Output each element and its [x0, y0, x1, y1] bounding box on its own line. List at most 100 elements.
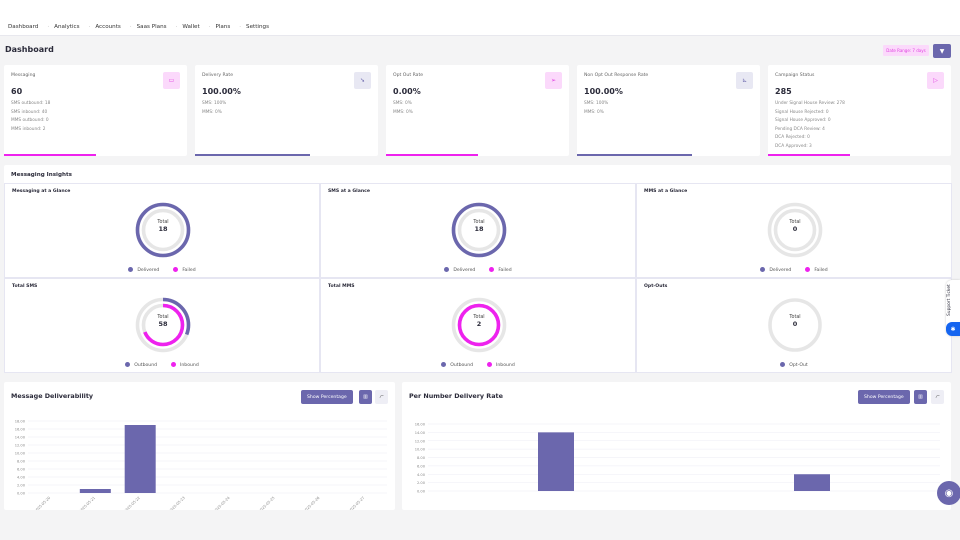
messaging-insights-panel: Messaging Insights Messaging at a Glance… — [4, 165, 952, 373]
legend-item[interactable]: Failed — [805, 267, 828, 273]
line-chart-icon: ⦧ — [379, 394, 384, 400]
card-progress-bar — [4, 154, 96, 156]
bar[interactable] — [538, 432, 574, 491]
y-tick-label: 16.00 — [415, 423, 426, 427]
nav-saas-plans[interactable]: Saas Plans — [130, 24, 167, 30]
legend-item[interactable]: Outbound — [441, 362, 473, 368]
legend-item[interactable]: Delivered — [760, 267, 791, 273]
stat-card: Campaign Status 285 Under Signal House Re… — [768, 65, 951, 156]
total-value: 58 — [158, 320, 168, 328]
filter-button[interactable]: ▼ — [933, 44, 951, 58]
total-label: Total — [789, 220, 801, 225]
show-percentage-button[interactable]: Show Percentage — [858, 390, 910, 404]
chat-icon: ▭ — [163, 72, 180, 89]
card-detail: Under Signal House Review: 278 — [775, 101, 845, 106]
show-percentage-button[interactable]: Show Percentage — [301, 390, 353, 404]
cell-title: Messaging at a Glance — [12, 189, 71, 194]
x-tick-label: 2025-05-20 — [34, 495, 52, 510]
date-range-badge[interactable]: Date Range: 7 days — [883, 45, 929, 56]
deliverability-chart: 0.00 2.00 4.00 6.00 8.00 10.00 12.00 14.00 16.00… — [15, 420, 387, 510]
legend-item[interactable]: Opt-Out — [780, 362, 808, 368]
ring-track — [457, 208, 501, 252]
ring-delivered — [135, 202, 191, 258]
bar[interactable] — [79, 489, 111, 493]
campaign-icon: ▷ — [927, 72, 944, 89]
bar-chart-toggle[interactable]: ▥ — [914, 390, 927, 404]
legend-item[interactable]: Inbound — [487, 362, 515, 368]
legend-item[interactable]: Failed — [173, 267, 196, 273]
cell-title: Total SMS — [12, 284, 38, 289]
y-tick-label: 14.00 — [15, 436, 26, 440]
card-value: 0.00% — [393, 87, 421, 96]
y-tick-label: 8.00 — [17, 460, 26, 464]
bar-chart-toggle[interactable]: ▥ — [359, 390, 372, 404]
y-tick-label: 18.00 — [15, 420, 26, 424]
y-tick-label: 10.00 — [415, 448, 426, 452]
y-tick-label: 0.00 — [417, 490, 426, 494]
chat-widget-button[interactable]: ◉ — [937, 481, 960, 505]
y-tick-label: 0.00 — [17, 492, 26, 496]
legend-item[interactable]: Failed — [489, 267, 512, 273]
legend: Delivered Failed — [637, 267, 951, 273]
total-label: Total — [157, 315, 169, 320]
card-detail: Pending DCA Review: 4 — [775, 126, 825, 132]
nav-settings[interactable]: Settings — [239, 24, 269, 30]
total-label: Total — [157, 220, 169, 225]
per-number-chart: 0.00 2.00 4.00 6.00 8.00 10.00 12.00 14.00 16.00 — [415, 423, 940, 494]
legend-item[interactable]: Inbound — [171, 362, 199, 368]
nav-dashboard[interactable]: Dashboard — [8, 24, 39, 30]
nav-accounts[interactable]: Accounts — [89, 24, 121, 30]
card-value: 60 — [11, 87, 23, 96]
x-tick-label: 2025-05-25 — [258, 496, 276, 510]
nav-plans[interactable]: Plans — [209, 24, 230, 30]
card-detail: SMS: 100% — [202, 101, 227, 106]
nav-wallet[interactable]: Wallet — [176, 24, 199, 30]
chart-title: Per Number Delivery Rate — [409, 392, 503, 400]
page-title: Dashboard — [5, 45, 54, 54]
legend-item[interactable]: Outbound — [125, 362, 157, 368]
ring-track — [773, 208, 817, 252]
x-tick-label: 2025-05-22 — [123, 496, 141, 510]
x-tick-label: 2025-05-27 — [348, 496, 366, 510]
bar[interactable] — [794, 474, 830, 491]
card-value: 100.00% — [584, 87, 623, 96]
card-detail: Signal House Approved: 0 — [775, 118, 831, 124]
card-detail: MMS: 0% — [584, 109, 604, 115]
stat-card: Non Opt Out Response Rate 100.00% SMS: 10… — [577, 65, 760, 156]
donut-chart — [135, 202, 191, 258]
card-detail: MMS: 0% — [393, 109, 413, 115]
ring-track — [768, 298, 822, 352]
y-tick-label: 14.00 — [415, 431, 426, 435]
bar[interactable] — [124, 425, 156, 493]
support-ticket-tab[interactable]: Support Ticket ✱ — [946, 280, 960, 336]
card-label: Messaging — [11, 73, 36, 78]
ring-track — [141, 208, 185, 252]
chart-icon: ⊾ — [736, 72, 753, 89]
x-tick-label: 2025-05-21 — [78, 496, 96, 510]
legend-item[interactable]: Delivered — [128, 267, 159, 273]
card-detail: Signal House Rejected: 0 — [775, 109, 829, 115]
y-tick-label: 4.00 — [417, 473, 426, 477]
ring-delivered — [451, 202, 507, 258]
card-detail: DCA Rejected: 0 — [775, 135, 810, 141]
ring-outbound — [135, 297, 191, 353]
y-tick-label: 6.00 — [417, 464, 426, 468]
legend: Outbound Inbound — [321, 362, 635, 368]
card-detail: DCA Approved: 3 — [775, 143, 812, 149]
y-tick-label: 12.00 — [15, 444, 26, 448]
legend: Outbound Inbound — [5, 362, 319, 368]
bar-chart-icon: ▥ — [918, 394, 923, 400]
cell-title: SMS at a Glance — [328, 189, 370, 194]
donut-chart — [767, 202, 823, 258]
line-chart-toggle[interactable]: ⦧ — [375, 390, 388, 404]
card-label: Campaign Status — [775, 73, 815, 78]
stat-card: Messaging 60 SMS outbound: 18 SMS inbound:… — [4, 65, 187, 156]
filter-icon: ▼ — [939, 47, 945, 55]
line-chart-icon: ⦧ — [935, 394, 940, 400]
legend-item[interactable]: Delivered — [444, 267, 475, 273]
line-chart-toggle[interactable]: ⦧ — [931, 390, 944, 404]
y-tick-label: 16.00 — [15, 428, 26, 432]
insight-cell: SMS at a Glance Total 18 Delivered Failed — [320, 183, 636, 278]
support-icon: ✱ — [946, 322, 960, 336]
nav-analytics[interactable]: Analytics — [47, 24, 79, 30]
